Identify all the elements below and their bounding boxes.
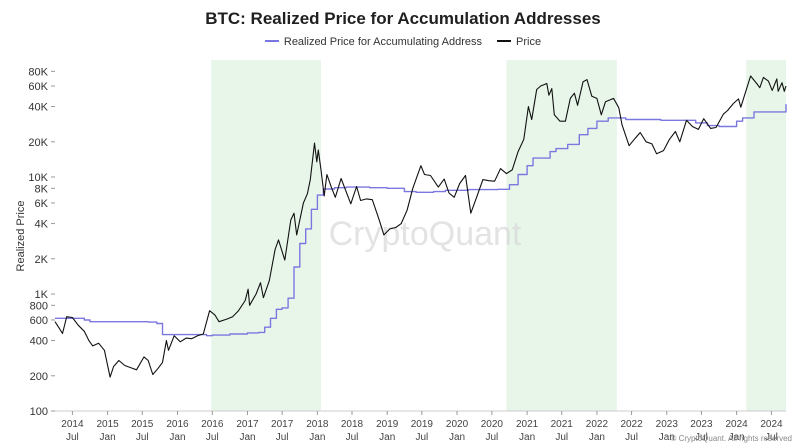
series-line-price [54, 75, 787, 378]
x-tick-label-year: 2023 [656, 419, 679, 430]
x-tick-label-month: Jan [589, 432, 605, 443]
y-tick-label: 40K [28, 102, 48, 114]
y-tick-label: 10K [28, 172, 48, 184]
x-tick-label-year: 2022 [620, 419, 643, 430]
x-tick-label-month: Jul [206, 432, 219, 443]
x-tick-label-year: 2021 [516, 419, 539, 430]
copyright-notice: © CryptoQuant. All rights reserved [670, 434, 793, 443]
y-tick-label: 6K [35, 198, 49, 210]
legend-label-price: Price [516, 36, 542, 49]
y-tick-label: 8K [35, 183, 49, 195]
x-tick-label-year: 2014 [61, 419, 84, 430]
series-layer [54, 75, 787, 378]
x-tick-label-month: Jul [136, 432, 149, 443]
x-tick-label-month: Jan [729, 432, 745, 443]
x-tick-label-month: Jan [309, 432, 325, 443]
x-tick-label-year: 2019 [411, 419, 434, 430]
chart-title: BTC: Realized Price for Accumulation Add… [205, 9, 601, 28]
x-tick-label-month: Jan [169, 432, 185, 443]
x-tick-label-month: Jan [449, 432, 465, 443]
shaded-regions [211, 60, 786, 411]
x-tick-label-year: 2020 [481, 419, 504, 430]
watermark: CryptoQuant [329, 215, 522, 253]
x-tick-label-month: Jan [379, 432, 395, 443]
x-tick-label-year: 2020 [446, 419, 469, 430]
x-tick-label-month: Jul [415, 432, 428, 443]
y-tick-label: 60K [28, 81, 48, 93]
x-tick-label-month: Jul [276, 432, 289, 443]
x-tick-label-month: Jul [485, 432, 498, 443]
x-tick-label-year: 2015 [96, 419, 119, 430]
y-tick-label: 4K [35, 219, 49, 231]
x-tick-label-year: 2016 [166, 419, 189, 430]
shaded-region-1 [211, 60, 321, 411]
x-tick-label-month: Jan [100, 432, 116, 443]
y-tick-label: 20K [28, 137, 48, 149]
y-tick-label: 2K [35, 254, 49, 266]
x-tick-label-year: 2021 [551, 419, 574, 430]
x-tick-label-year: 2015 [131, 419, 154, 430]
y-tick-label: 600 [30, 315, 48, 327]
x-tick-label-year: 2022 [586, 419, 609, 430]
series-line-realized-price [55, 104, 787, 337]
x-tick-label-year: 2017 [236, 419, 259, 430]
x-tick-label-month: Jul [346, 432, 359, 443]
x-tick-label-year: 2024 [726, 419, 749, 430]
x-tick-label-month: Jan [659, 432, 675, 443]
y-tick-label: 80K [28, 66, 48, 78]
x-tick-label-year: 2017 [271, 419, 294, 430]
x-tick-label-year: 2018 [306, 419, 329, 430]
shaded-region-2 [506, 60, 617, 411]
y-tick-label: 200 [30, 371, 48, 383]
x-tick-label-month: Jul [695, 432, 708, 443]
x-axis: 2014 Jul 2015 Jan 2015 Jul 2016 Jan 2016 Jul 2017 J… [61, 411, 783, 443]
y-tick-label: 100 [30, 406, 48, 418]
x-tick-label-month: Jan [519, 432, 535, 443]
x-tick-label-year: 2023 [690, 419, 713, 430]
legend-label-realized-price: Realized Price for Accumulating Address [283, 36, 482, 49]
legend-item-price[interactable]: Price [497, 36, 541, 48]
y-tick-label: 1K [35, 289, 49, 301]
x-tick-label-month: Jul [625, 432, 638, 443]
x-tick-label-year: 2019 [376, 419, 399, 430]
x-tick-label-month: Jul [765, 432, 778, 443]
legend-item-realized-price[interactable]: Realized Price for Accumulating Address [264, 36, 482, 49]
x-tick-label-month: Jul [66, 432, 79, 443]
x-tick-label-year: 2016 [201, 419, 224, 430]
x-tick-label-month: Jan [239, 432, 255, 443]
y-tick-label: 800 [30, 300, 48, 312]
x-tick-label-year: 2018 [341, 419, 364, 430]
x-tick-label-year: 2024 [760, 419, 783, 430]
legend-swatch-price [497, 40, 512, 43]
x-tick-label-month: Jul [555, 432, 568, 443]
y-tick-label: 400 [30, 336, 48, 348]
legend-swatch-realized-price [264, 40, 279, 43]
shaded-region-3 [746, 60, 786, 411]
legend: Realized Price for Accumulating Address … [0, 36, 806, 48]
y-axis-title: Realized Price [15, 201, 27, 272]
